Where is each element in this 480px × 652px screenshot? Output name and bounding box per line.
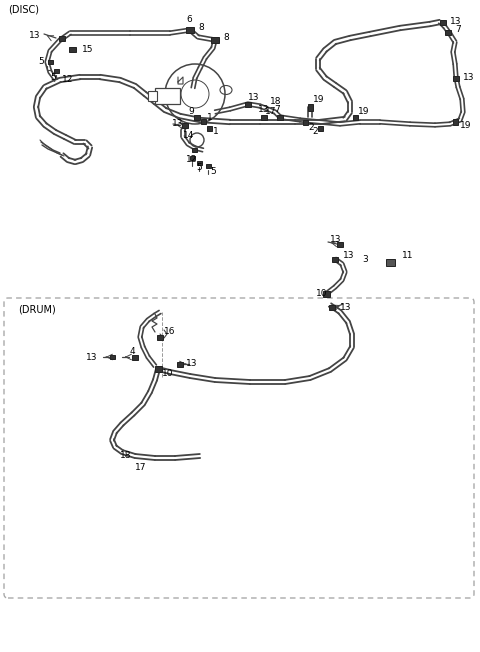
Text: 1: 1 bbox=[213, 126, 219, 136]
Text: 2: 2 bbox=[312, 128, 318, 136]
Text: 5: 5 bbox=[50, 72, 56, 82]
Text: 7: 7 bbox=[274, 106, 280, 115]
Bar bbox=[53, 69, 59, 73]
Bar bbox=[182, 123, 188, 128]
Bar bbox=[205, 164, 211, 168]
Text: 9: 9 bbox=[188, 108, 194, 117]
Text: 19: 19 bbox=[313, 95, 324, 104]
Bar bbox=[177, 361, 183, 366]
Text: 13: 13 bbox=[248, 93, 260, 102]
Text: 17: 17 bbox=[265, 108, 276, 117]
Bar bbox=[157, 334, 163, 340]
Text: 7: 7 bbox=[455, 25, 461, 35]
Bar bbox=[440, 20, 446, 25]
Text: 16: 16 bbox=[164, 327, 176, 336]
Bar bbox=[323, 291, 329, 297]
Bar bbox=[201, 119, 205, 123]
Text: 8: 8 bbox=[198, 23, 204, 33]
Text: 13: 13 bbox=[172, 119, 183, 128]
Text: 6: 6 bbox=[186, 14, 192, 23]
Bar bbox=[261, 115, 267, 119]
Bar bbox=[385, 258, 395, 265]
Text: 13: 13 bbox=[186, 359, 197, 368]
Bar bbox=[302, 119, 308, 125]
Text: 10: 10 bbox=[316, 289, 327, 299]
Bar bbox=[453, 76, 459, 80]
Text: 11: 11 bbox=[402, 252, 413, 261]
Bar bbox=[453, 119, 457, 125]
Text: 13: 13 bbox=[340, 303, 351, 312]
Bar bbox=[329, 304, 335, 310]
Text: 13: 13 bbox=[343, 252, 355, 261]
Text: 13: 13 bbox=[463, 74, 475, 83]
Text: 13: 13 bbox=[28, 31, 40, 40]
Bar bbox=[155, 88, 180, 104]
Text: 18: 18 bbox=[120, 451, 132, 460]
Bar bbox=[337, 241, 343, 246]
Text: (DISC): (DISC) bbox=[8, 5, 39, 15]
Text: 5: 5 bbox=[196, 164, 202, 173]
Text: 1: 1 bbox=[207, 113, 213, 121]
Bar bbox=[194, 115, 200, 119]
Bar bbox=[192, 148, 196, 152]
Text: 12: 12 bbox=[186, 155, 197, 164]
Bar bbox=[317, 125, 323, 130]
Bar bbox=[190, 156, 194, 160]
Bar bbox=[59, 35, 65, 40]
Bar bbox=[48, 60, 52, 64]
Bar bbox=[109, 355, 115, 359]
Bar bbox=[245, 102, 251, 106]
Text: 14: 14 bbox=[183, 132, 194, 140]
Text: 2: 2 bbox=[308, 123, 313, 132]
Bar bbox=[155, 366, 161, 372]
Text: 19: 19 bbox=[460, 121, 471, 130]
Bar bbox=[206, 125, 212, 130]
Text: 13: 13 bbox=[85, 353, 97, 361]
Text: 12: 12 bbox=[62, 74, 73, 83]
Text: 18: 18 bbox=[270, 98, 281, 106]
Text: 5: 5 bbox=[210, 166, 216, 175]
Text: 5: 5 bbox=[38, 57, 44, 65]
Text: 10: 10 bbox=[162, 370, 173, 379]
Text: (DRUM): (DRUM) bbox=[18, 304, 56, 314]
Text: 13: 13 bbox=[258, 106, 269, 115]
Bar bbox=[352, 115, 358, 119]
FancyBboxPatch shape bbox=[4, 298, 474, 598]
Bar bbox=[69, 46, 75, 52]
Bar bbox=[186, 27, 194, 33]
Bar bbox=[196, 161, 202, 165]
Text: 17: 17 bbox=[135, 462, 146, 471]
Bar bbox=[211, 37, 219, 43]
Bar bbox=[332, 256, 338, 261]
Text: 19: 19 bbox=[358, 108, 370, 117]
Text: 8: 8 bbox=[223, 33, 229, 42]
Text: 15: 15 bbox=[82, 44, 94, 53]
Text: 4: 4 bbox=[130, 348, 136, 357]
Bar bbox=[445, 29, 451, 35]
Bar bbox=[132, 355, 138, 359]
Text: 13: 13 bbox=[450, 18, 461, 27]
Bar bbox=[277, 115, 283, 119]
Bar bbox=[148, 91, 157, 101]
Text: 13: 13 bbox=[330, 235, 341, 244]
Text: 3: 3 bbox=[362, 254, 368, 263]
Bar bbox=[308, 104, 312, 110]
